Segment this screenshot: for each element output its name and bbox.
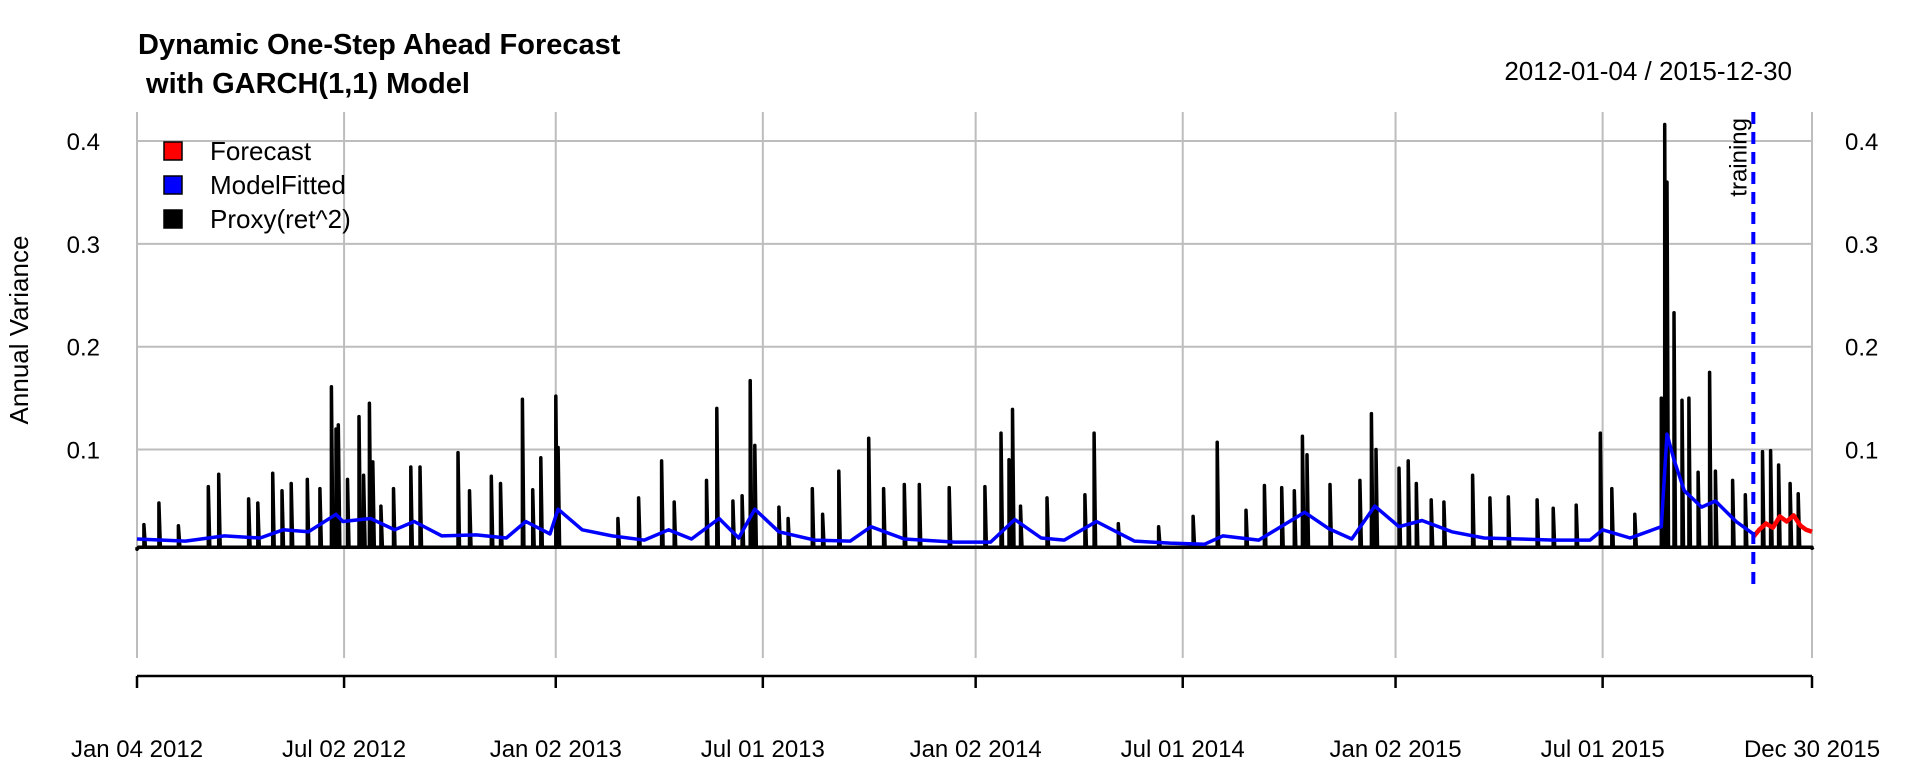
title-group: Dynamic One-Step Ahead Forecast with GAR… — [138, 29, 1792, 100]
x-tick-label: Jul 01 2015 — [1541, 736, 1665, 763]
chart-title: Dynamic One-Step Ahead Forecast — [138, 29, 621, 61]
y-tick-label-left: 0.1 — [67, 438, 100, 465]
x-tick-label: Jul 02 2012 — [282, 736, 406, 763]
y-tick-label-right: 0.1 — [1845, 438, 1878, 465]
legend-label: ModelFitted — [210, 170, 346, 200]
grid — [136, 112, 1813, 658]
x-tick-label: Dec 30 2015 — [1744, 736, 1880, 763]
chart-subtitle: with GARCH(1,1) Model — [138, 68, 470, 100]
x-tick-label: Jan 02 2014 — [910, 736, 1042, 763]
x-tick-label: Jul 01 2013 — [701, 736, 825, 763]
legend-swatch — [163, 141, 183, 161]
y-tick-label-left: 0.4 — [67, 129, 100, 156]
y-axis-left: 0.1 0.2 0.3 0.4 — [67, 129, 100, 465]
y-tick-label-right: 0.3 — [1845, 232, 1878, 259]
date-range-label: 2012-01-04 / 2015-12-30 — [1504, 56, 1792, 86]
legend-swatch — [163, 175, 183, 195]
proxy-series — [135, 122, 1815, 552]
legend-swatch — [163, 209, 183, 229]
series-layer — [135, 122, 1815, 552]
proxy-line — [135, 122, 1815, 552]
x-tick-label: Jan 02 2013 — [490, 736, 622, 763]
annotation-layer: training — [1725, 112, 1756, 592]
legend-label: Proxy(ret^2) — [210, 204, 351, 234]
training-marker-label: training — [1725, 118, 1752, 197]
legend-label: Forecast — [210, 136, 312, 166]
y-axis-right: 0.1 0.2 0.3 0.4 — [1845, 129, 1878, 465]
x-axis: Jan 04 2012 Jul 02 2012 Jan 02 2013 Jul 01 … — [71, 674, 1880, 763]
y-tick-label-left: 0.2 — [67, 335, 100, 362]
x-tick-label: Jul 01 2014 — [1121, 736, 1245, 763]
y-tick-label-right: 0.4 — [1845, 129, 1878, 156]
x-tick-label: Jan 02 2015 — [1329, 736, 1461, 763]
y-axis-label: Annual Variance — [4, 236, 34, 425]
y-tick-label-left: 0.3 — [67, 232, 100, 259]
legend: Forecast ModelFitted Proxy(ret^2) — [163, 136, 351, 234]
y-tick-label-right: 0.2 — [1845, 335, 1878, 362]
x-tick-label: Jan 04 2012 — [71, 736, 203, 763]
forecast-line — [1751, 513, 1813, 539]
modelfitted-line — [136, 432, 1755, 546]
modelfitted-series — [136, 432, 1755, 546]
